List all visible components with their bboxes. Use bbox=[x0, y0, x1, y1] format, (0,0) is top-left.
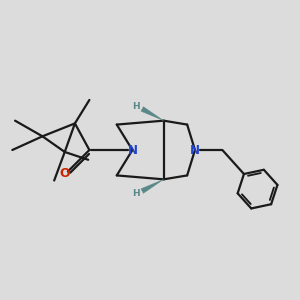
Text: H: H bbox=[132, 189, 140, 198]
Polygon shape bbox=[141, 179, 164, 193]
Text: O: O bbox=[59, 167, 70, 180]
Text: H: H bbox=[132, 102, 140, 111]
Polygon shape bbox=[141, 107, 164, 121]
Text: N: N bbox=[128, 143, 137, 157]
Text: N: N bbox=[190, 143, 200, 157]
